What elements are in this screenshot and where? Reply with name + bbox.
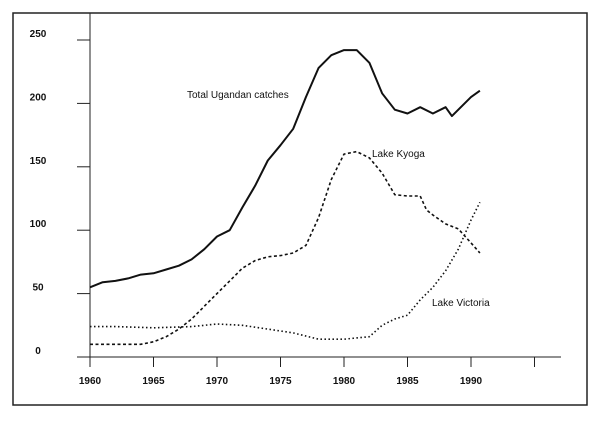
chart-frame [12,12,588,406]
x-tick-label: 1985 [396,376,419,387]
y-tick-label: 250 [30,29,47,40]
series-line-lake-victoria [90,201,481,341]
x-tick-label: 1980 [333,376,356,387]
series-line-lake-kyoga [90,150,481,346]
label-lake-kyoga: Lake Kyoga [372,149,425,160]
x-tick-label: 1975 [269,376,292,387]
x-tick-label: 1970 [206,376,229,387]
y-tick-label: 100 [30,219,47,230]
y-tick-label: 150 [30,156,47,167]
y-tick-label: 0 [35,346,41,357]
y-tick-label: 200 [30,92,47,103]
y-tick-label: 50 [32,283,44,294]
series-line-total-ugandan-catches [89,49,481,289]
label-total-ugandan-catches: Total Ugandan catches [187,90,289,101]
x-tick-label: 1960 [79,376,102,387]
x-tick-label: 1965 [142,376,165,387]
label-lake-victoria: Lake Victoria [432,298,490,309]
x-tick-label: 1990 [460,376,483,387]
